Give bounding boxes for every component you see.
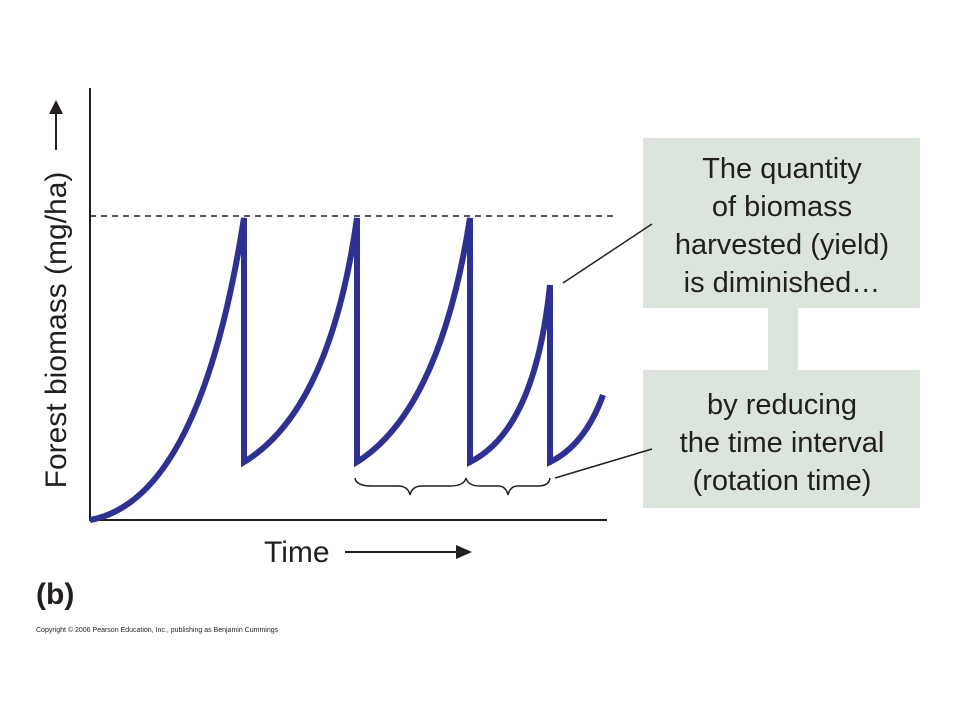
callout-line: The quantity	[702, 153, 862, 185]
copyright: Copyright © 2006 Pearson Education, Inc.…	[36, 626, 279, 634]
callout-line: is diminished…	[684, 267, 881, 299]
callout-box	[643, 138, 920, 308]
biomass-curve	[89, 217, 606, 523]
x-axis-label: Time	[264, 536, 330, 569]
callout-line: (rotation time)	[693, 465, 872, 497]
y-axis-label: Forest biomass (mg/ha)	[40, 172, 73, 489]
x-arrowhead	[456, 545, 472, 559]
callout-line: harvested (yield)	[675, 229, 889, 261]
callout-box	[643, 370, 920, 508]
y-arrowhead	[49, 100, 63, 114]
callout-texts: The quantity of biomass harvested (yield) i…	[675, 153, 889, 497]
panel-label: (b)	[36, 578, 74, 611]
leader-line	[554, 448, 653, 479]
callout-line: by reducing	[707, 389, 857, 421]
callout-line: of biomass	[712, 191, 852, 223]
rotation-braces	[354, 477, 551, 496]
box-connector	[768, 300, 798, 378]
leader-line	[562, 223, 653, 284]
callout-line: the time interval	[680, 427, 885, 459]
